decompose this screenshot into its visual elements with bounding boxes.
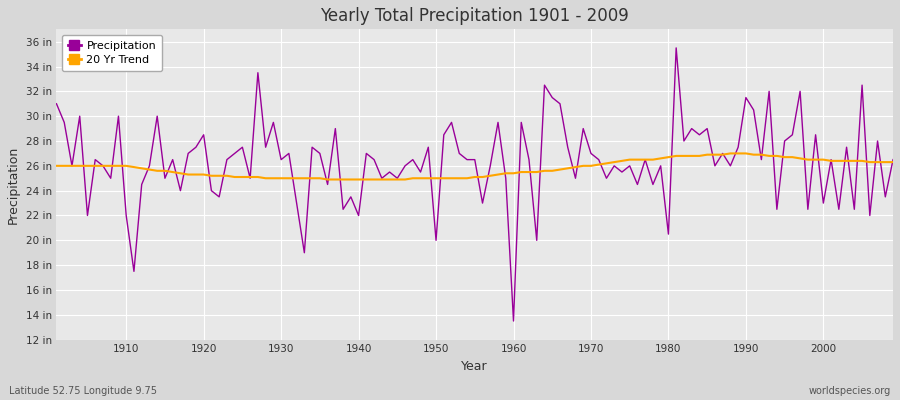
X-axis label: Year: Year bbox=[462, 360, 488, 373]
Text: Latitude 52.75 Longitude 9.75: Latitude 52.75 Longitude 9.75 bbox=[9, 386, 157, 396]
Title: Yearly Total Precipitation 1901 - 2009: Yearly Total Precipitation 1901 - 2009 bbox=[320, 7, 629, 25]
Legend: Precipitation, 20 Yr Trend: Precipitation, 20 Yr Trend bbox=[62, 35, 162, 71]
Text: worldspecies.org: worldspecies.org bbox=[809, 386, 891, 396]
Y-axis label: Precipitation: Precipitation bbox=[7, 145, 20, 224]
